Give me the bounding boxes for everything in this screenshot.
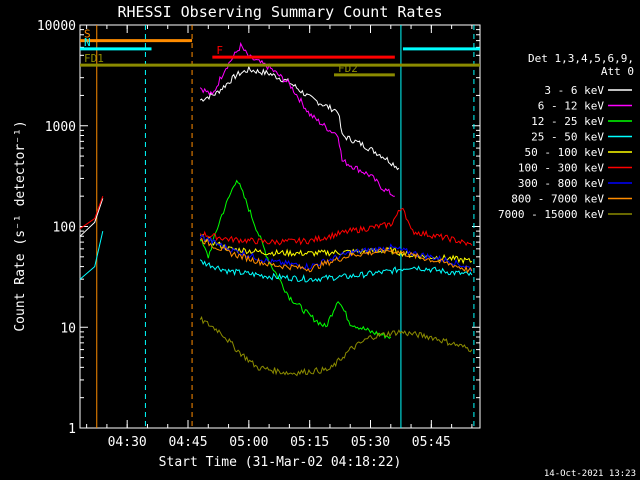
y-tick-label: 1: [68, 422, 76, 437]
y-tick-label: 100: [53, 221, 76, 236]
series-line-7000-15000-kev: [199, 315, 473, 377]
chart-title: RHESSI Observing Summary Count Rates: [117, 3, 442, 21]
legend-label: 3 - 6 keV: [544, 84, 604, 97]
flag-label: FD2: [338, 62, 358, 75]
series-line-3-6-kev: [199, 65, 400, 171]
y-axis-label: Count Rate (s⁻¹ detector⁻¹): [13, 120, 28, 331]
pre-segment-line: [79, 230, 104, 280]
legend: Det 1,3,4,5,6,9,Att 0 3 - 6 keV 6 - 12 keV…: [498, 52, 634, 221]
y-tick-label: 10: [60, 321, 76, 336]
x-axis-label: Start Time (31-Mar-02 04:18:22): [159, 455, 402, 470]
pre-segment-line: [79, 198, 104, 237]
series-lines: [79, 41, 473, 377]
series-line-25-50-kev: [199, 259, 473, 283]
legend-label: 7000 - 15000 keV: [498, 208, 604, 221]
x-tick-label: 05:30: [351, 435, 390, 450]
series-line-12-25-kev: [199, 179, 392, 340]
flag-bars: SN F FD1 FD2: [80, 28, 480, 77]
timestamp: 14-Oct-2021 13:23: [544, 469, 636, 479]
series-line-100-300-kev: [199, 207, 473, 247]
series-line-800-7000-kev: [199, 237, 473, 274]
legend-label: 25 - 50 keV: [531, 131, 604, 144]
legend-label: 300 - 800 keV: [518, 177, 604, 190]
x-tick-label: 04:45: [168, 435, 207, 450]
legend-header: Att 0: [601, 65, 634, 78]
y-axis: 1 10 100 1000 10000: [37, 19, 480, 437]
flag-label: S: [84, 28, 91, 41]
flag-label: N: [84, 36, 91, 49]
flag-label: F: [216, 44, 223, 57]
legend-label: 12 - 25 keV: [531, 115, 604, 128]
x-tick-label: 04:30: [108, 435, 147, 450]
flag-label: FD1: [84, 52, 104, 65]
x-tick-label: 05:15: [290, 435, 329, 450]
vertical-markers: [96, 25, 475, 428]
x-tick-label: 05:45: [412, 435, 451, 450]
legend-label: 800 - 7000 keV: [511, 193, 604, 206]
pre-segment-line: [79, 196, 104, 230]
y-tick-label: 1000: [45, 120, 76, 135]
plot-frame: [79, 24, 481, 429]
x-tick-label: 05:00: [229, 435, 268, 450]
legend-label: 6 - 12 keV: [538, 100, 605, 113]
legend-label: 50 - 100 keV: [525, 146, 605, 159]
y-tick-label: 10000: [37, 19, 76, 34]
legend-header: Det 1,3,4,5,6,9,: [528, 52, 634, 65]
x-axis: 04:30 04:45 05:00 05:15 05:30 05:45: [86, 25, 473, 450]
legend-label: 100 - 300 keV: [518, 162, 604, 175]
